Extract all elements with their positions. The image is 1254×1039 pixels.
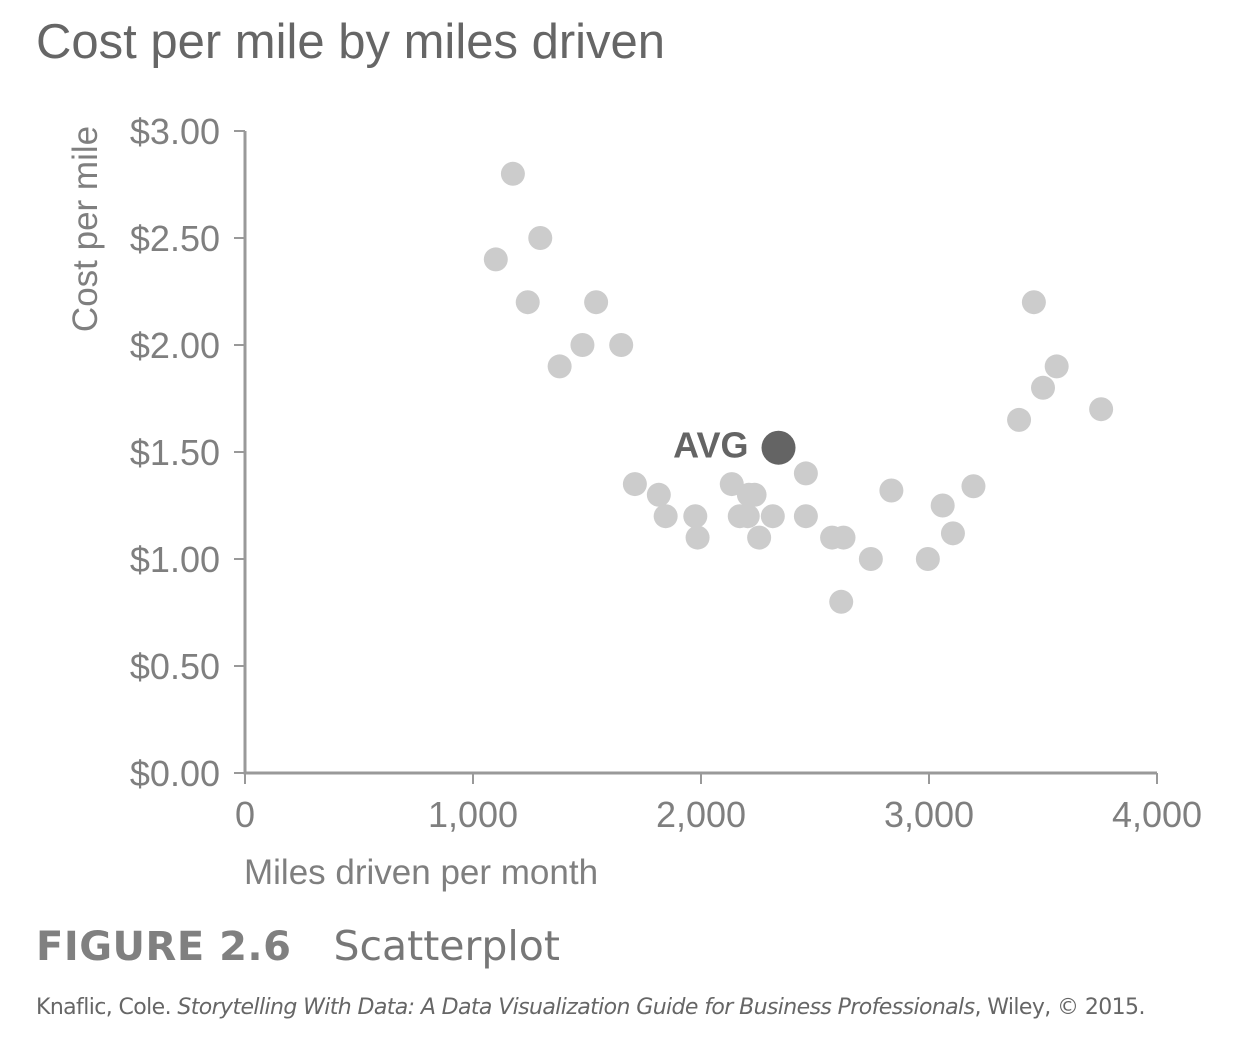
x-tick-label: 4,000 [1112, 794, 1202, 835]
data-point [1007, 407, 1032, 432]
y-tick-label: $1.00 [130, 539, 220, 580]
citation: Knaflic, Cole. Storytelling With Data: A… [36, 995, 1145, 1020]
y-tick-label: $0.50 [130, 646, 220, 687]
x-axis-ticks: 0 1,000 2,000 3,000 4,000 [235, 773, 1202, 835]
data-point [747, 525, 772, 550]
y-tick-label: $2.00 [130, 325, 220, 366]
data-point [683, 504, 708, 529]
citation-author: Knaflic, Cole. [36, 995, 178, 1020]
figure-label: FIGURE 2.6 [36, 924, 292, 970]
data-point [858, 547, 883, 571]
figure-caption: FIGURE 2.6 Scatterplot [36, 922, 560, 970]
data-point [500, 161, 525, 186]
data-point [646, 482, 671, 507]
data-point [515, 290, 540, 315]
data-point [735, 504, 760, 529]
data-point [653, 504, 678, 529]
data-point [961, 474, 986, 499]
annotations: AVG [673, 425, 796, 466]
data-point [831, 525, 856, 550]
data-point [1021, 290, 1046, 315]
data-point [793, 461, 818, 486]
avg-point [761, 430, 796, 465]
scatter-plot: $0.00 $0.50 $1.00 $1.50 $2.00 $2.50 $3.00 0 1,0… [66, 111, 1202, 892]
y-tick-label: $3.00 [130, 111, 220, 152]
y-axis-ticks: $0.00 $0.50 $1.00 $1.50 $2.00 $2.50 $3.00 [130, 111, 245, 794]
data-point [528, 226, 553, 250]
data-point [1044, 354, 1069, 379]
x-tick-label: 2,000 [656, 794, 746, 835]
chart-title: Cost per mile by miles driven [36, 15, 666, 69]
y-tick-label: $2.50 [130, 218, 220, 259]
figure-name: Scatterplot [333, 922, 560, 970]
data-point [609, 333, 634, 357]
data-point [742, 482, 767, 507]
data-point [719, 472, 744, 497]
y-tick-label: $0.00 [130, 753, 220, 794]
data-point [570, 333, 595, 357]
avg-label: AVG [673, 425, 748, 466]
citation-title: Storytelling With Data: A Data Visualiza… [177, 995, 975, 1020]
x-axis-label: Miles driven per month [244, 853, 598, 892]
data-point [940, 521, 965, 546]
data-point [1089, 397, 1114, 422]
x-tick-label: 1,000 [428, 794, 518, 835]
data-point [547, 354, 572, 379]
data-point [930, 493, 955, 518]
citation-rest: , Wiley, © 2015. [974, 995, 1145, 1020]
data-point [793, 504, 818, 529]
x-tick-label: 0 [235, 794, 255, 835]
data-point [829, 589, 854, 614]
y-tick-label: $1.50 [130, 432, 220, 473]
data-points [483, 161, 1114, 614]
data-point [760, 504, 785, 529]
data-point [1031, 375, 1055, 400]
y-axis-label: Cost per mile [66, 126, 105, 332]
data-point [483, 247, 508, 272]
x-tick-label: 3,000 [884, 794, 974, 835]
data-point [685, 525, 710, 550]
data-point [915, 547, 940, 571]
data-point [584, 290, 609, 315]
data-point [622, 472, 647, 497]
data-point [879, 478, 904, 503]
